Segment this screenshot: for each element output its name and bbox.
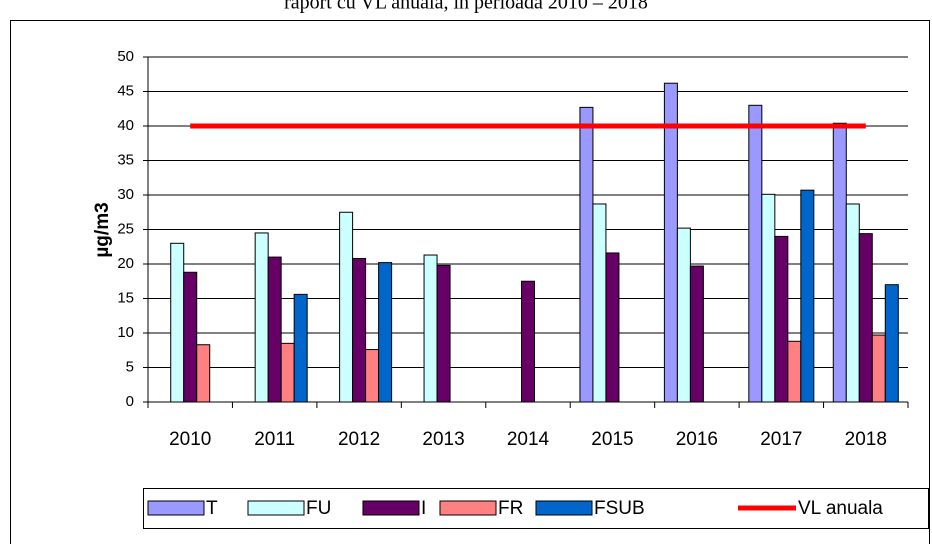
bar: [267, 256, 282, 403]
x-tick-label: 2018: [845, 429, 887, 450]
legend-box: [143, 488, 929, 529]
x-tick-label: 2015: [591, 429, 633, 450]
y-tick-label: 5: [126, 358, 134, 375]
bar: [170, 242, 185, 403]
chart-title: raport cu VL anuala, in perioada 2010 – …: [284, 0, 648, 14]
y-tick-label: 15: [117, 289, 134, 306]
bar: [280, 342, 295, 403]
legend-swatch: [247, 500, 305, 516]
legend-label: FR: [498, 498, 523, 519]
bar: [378, 262, 393, 403]
legend-label: FSUB: [594, 498, 645, 519]
x-tick-label: 2016: [676, 429, 718, 450]
x-tick-label: 2012: [338, 429, 380, 450]
y-tick-label: 20: [117, 255, 134, 272]
bar: [254, 232, 269, 403]
legend-swatch: [439, 500, 497, 516]
bar: [871, 334, 886, 403]
bar: [339, 211, 354, 403]
bar: [579, 106, 594, 403]
legend-label: FU: [306, 498, 331, 519]
bar: [761, 193, 776, 403]
y-tick-label: 35: [117, 151, 134, 168]
y-tick-label: 30: [117, 186, 134, 203]
bar: [663, 82, 678, 403]
bar: [352, 257, 367, 403]
bar: [423, 254, 438, 403]
bar: [436, 264, 451, 403]
y-tick-label: 45: [117, 82, 134, 99]
bar: [689, 265, 704, 403]
bar: [521, 280, 535, 403]
legend-swatch: [147, 500, 205, 516]
bar: [832, 122, 847, 403]
bar: [845, 203, 860, 403]
y-tick-label: 40: [117, 117, 134, 134]
chart-border: [10, 20, 930, 544]
legend-label: T: [206, 498, 218, 519]
x-tick-label: 2017: [760, 429, 802, 450]
bar: [183, 271, 198, 403]
bar: [787, 340, 802, 403]
x-tick-label: 2010: [169, 429, 211, 450]
bar: [748, 104, 763, 403]
bar: [592, 203, 607, 403]
legend-label: VL anuala: [798, 498, 883, 519]
bar: [858, 233, 873, 403]
y-tick-label: 25: [117, 220, 134, 237]
x-tick-label: 2011: [254, 429, 295, 450]
legend-swatch: [535, 500, 593, 516]
legend-swatch: [362, 500, 420, 516]
bar: [293, 293, 308, 403]
x-tick-label: 2013: [422, 429, 464, 450]
x-tick-label: 2014: [507, 429, 550, 450]
y-tick-label: 0: [126, 393, 134, 410]
bar: [605, 252, 620, 403]
y-tick-label: 50: [117, 48, 134, 65]
bar: [884, 284, 899, 403]
bar: [676, 227, 691, 403]
legend-label: I: [421, 498, 426, 519]
y-axis-label: µg/m3: [92, 202, 113, 257]
bar: [800, 189, 815, 403]
bar: [774, 235, 789, 403]
y-tick-label: 10: [117, 324, 134, 341]
bar: [196, 344, 211, 403]
bar: [365, 349, 380, 403]
